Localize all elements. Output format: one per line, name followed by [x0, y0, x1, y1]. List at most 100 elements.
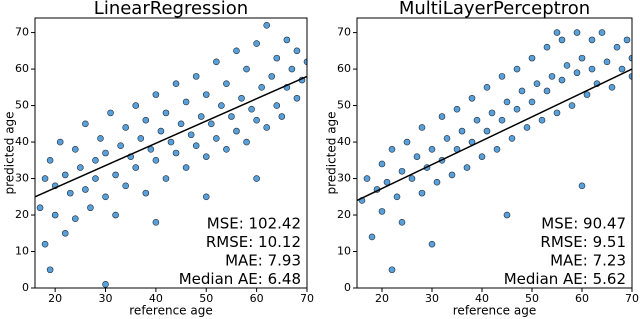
metric-annotation: RMSE: 10.12	[206, 233, 301, 251]
y-axis-label: predicted age	[325, 111, 339, 194]
point	[197, 113, 205, 120]
point	[293, 94, 301, 102]
point	[603, 58, 611, 66]
point	[448, 171, 456, 179]
point	[558, 36, 566, 44]
x-tick-label: 40	[475, 292, 489, 305]
point	[413, 153, 421, 160]
point	[187, 131, 195, 139]
point	[408, 175, 416, 182]
point	[458, 127, 466, 135]
metric-annotation: Median AE: 5.62	[504, 270, 626, 288]
x-axis-label: reference age	[129, 304, 212, 318]
point	[202, 91, 210, 98]
y-tick-label: 0	[344, 281, 351, 294]
point	[248, 105, 255, 113]
point	[628, 54, 632, 62]
point	[102, 149, 109, 157]
point	[162, 109, 170, 117]
point	[568, 102, 576, 109]
point	[293, 47, 301, 55]
point	[553, 29, 561, 36]
point	[588, 36, 596, 44]
point	[553, 109, 561, 117]
point	[132, 164, 140, 171]
point	[107, 109, 114, 117]
point	[152, 156, 160, 164]
y-tick-label: 70	[15, 26, 29, 39]
point	[528, 98, 536, 106]
axes-frame	[356, 17, 633, 289]
point	[142, 116, 150, 124]
point	[523, 124, 531, 131]
point	[538, 116, 546, 124]
point	[453, 105, 461, 113]
point	[288, 65, 296, 73]
point	[142, 189, 150, 197]
point	[393, 193, 401, 201]
point	[378, 160, 386, 168]
point	[578, 182, 586, 190]
x-tick-label: 50	[525, 292, 539, 305]
point	[71, 215, 79, 222]
point	[228, 113, 235, 120]
point	[112, 211, 119, 219]
point	[46, 156, 54, 164]
point	[488, 109, 496, 117]
x-tick-label: 20	[375, 292, 389, 305]
y-tick-label: 10	[337, 245, 351, 258]
point	[403, 138, 411, 146]
point	[498, 116, 506, 124]
y-tick-label: 50	[15, 99, 29, 112]
point	[548, 73, 556, 80]
point	[152, 91, 160, 98]
point	[167, 138, 175, 146]
point	[618, 65, 626, 73]
point	[463, 164, 471, 171]
plot-area	[357, 29, 632, 274]
metric-annotation: RMSE: 9.51	[540, 233, 626, 251]
point	[122, 124, 129, 131]
point	[51, 211, 59, 219]
point	[243, 138, 250, 146]
y-tick-label: 30	[15, 172, 29, 185]
point	[273, 102, 281, 109]
y-tick-label: 0	[22, 281, 29, 294]
metric-annotation: MAE: 7.23	[550, 252, 626, 270]
y-tick-label: 70	[337, 26, 351, 39]
x-axis-label: reference age	[453, 304, 536, 318]
point	[147, 146, 155, 153]
point	[71, 146, 79, 153]
point	[157, 127, 165, 135]
point	[61, 229, 69, 237]
point	[82, 186, 89, 193]
metric-annotation: Median AE: 6.48	[179, 270, 301, 288]
fit-line	[357, 68, 632, 202]
point	[608, 84, 616, 91]
point	[388, 146, 396, 153]
point	[182, 164, 190, 171]
point	[573, 69, 581, 77]
point	[303, 58, 307, 66]
point	[468, 94, 476, 102]
point	[428, 240, 436, 248]
y-tick-label: 40	[337, 135, 351, 148]
point	[513, 105, 521, 113]
point	[418, 189, 426, 197]
point	[112, 171, 119, 179]
point	[268, 73, 276, 80]
point	[503, 211, 511, 219]
point	[182, 98, 190, 106]
point	[97, 135, 104, 142]
point	[528, 54, 536, 62]
point	[558, 76, 566, 84]
chart-panel: 20 30 40 50 60 70 0 10 20 30 40 50 60 70 LinearRegress…	[3, 0, 315, 318]
metric-annotation: MAE: 7.93	[225, 252, 301, 270]
x-tick-label: 60	[575, 292, 589, 305]
point	[46, 266, 54, 274]
point	[218, 102, 225, 109]
chart-panel: 20 30 40 50 60 70 0 10 20 30 40 50 60 70 MultiLayerPer…	[325, 0, 640, 318]
point	[172, 149, 180, 157]
point	[202, 193, 210, 201]
